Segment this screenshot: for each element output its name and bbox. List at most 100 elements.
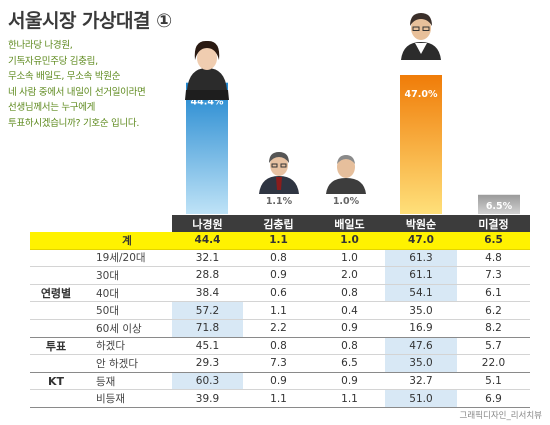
bar-value-label: 44.4% — [191, 97, 224, 108]
question-line: 네 사람 중에서 내일이 선거일이라면 — [8, 86, 146, 98]
table-total-row: 계 44.4 1.1 1.0 47.0 6.5 — [30, 232, 530, 250]
table-cell: 6.2 — [457, 301, 530, 320]
row-group-label: KT — [30, 372, 82, 391]
row-label: 등재 — [82, 372, 172, 391]
table-cell: 60.3 — [172, 372, 243, 391]
table-cell: 7.3 — [457, 266, 530, 285]
table-cell: 6.9 — [457, 389, 530, 408]
row-label: 60세 이상 — [82, 319, 172, 338]
table-cell: 0.6 — [243, 284, 314, 303]
table-cell: 1.0 — [314, 249, 385, 268]
table-cell: 0.8 — [314, 337, 385, 356]
table-cell: 2.0 — [314, 266, 385, 285]
table-header-blank — [30, 215, 82, 232]
question-line: 투표하시겠습니까? 기호순 입니다. — [8, 117, 140, 129]
bar-value-label: 47.0% — [405, 89, 438, 100]
question-line: 선생님께서는 누구에게 — [8, 102, 96, 114]
row-label: 19세/20대 — [82, 249, 172, 268]
chart-title: 서울시장 가상대결 ① — [8, 10, 172, 32]
table-cell: 57.2 — [172, 301, 243, 320]
row-group-label — [30, 319, 82, 338]
row-group-label: 연령별 — [30, 284, 82, 303]
row-label: 30대 — [82, 266, 172, 285]
table-cell: 16.9 — [385, 319, 457, 338]
table-cell: 1.1 — [243, 232, 314, 250]
table-cell: 1.1 — [314, 389, 385, 408]
table-cell: 0.9 — [243, 266, 314, 285]
bar-value-label: 6.5% — [486, 201, 513, 212]
bar-value-label: 1.1% — [266, 196, 293, 207]
table-cell: 47.6 — [385, 337, 457, 356]
candidate-portrait-bae — [326, 155, 366, 194]
credit-text: 그래픽디자인_리서치뷰 — [459, 411, 542, 421]
table-cell: 4.8 — [457, 249, 530, 268]
table-cell: 7.3 — [243, 354, 314, 373]
table-cell: 6.5 — [314, 354, 385, 373]
table-cell: 61.1 — [385, 266, 457, 285]
row-group-label — [30, 389, 82, 408]
table-cell: 2.2 — [243, 319, 314, 338]
col-header: 김충립 — [243, 215, 314, 232]
row-label: 50대 — [82, 301, 172, 320]
table-cell: 44.4 — [172, 232, 243, 250]
candidate-portrait-park — [401, 13, 441, 60]
table-row: KT 등재 60.3 0.9 0.9 32.7 5.1 — [30, 372, 530, 391]
table-header-blank — [82, 215, 172, 232]
table-cell: 8.2 — [457, 319, 530, 338]
table-cell: 61.3 — [385, 249, 457, 268]
table-row: 연령별 40대 38.4 0.6 0.8 54.1 6.1 — [30, 284, 530, 303]
row-group-label — [30, 301, 82, 320]
row-group-label — [30, 266, 82, 285]
table-cell: 0.9 — [314, 372, 385, 391]
row-label: 안 하겠다 — [82, 354, 172, 373]
row-group-label — [30, 232, 82, 250]
table-cell: 45.1 — [172, 337, 243, 356]
table-cell: 1.1 — [243, 389, 314, 408]
table-row: 투표 하겠다 45.1 0.8 0.8 47.6 5.7 — [30, 337, 530, 356]
bar-0 — [186, 82, 228, 214]
col-header: 배일도 — [314, 215, 385, 232]
table-cell: 1.0 — [314, 232, 385, 250]
table-cell: 35.0 — [385, 354, 457, 373]
row-label: 40대 — [82, 284, 172, 303]
results-table: 나경원 김충립 배일도 박원순 미결정 계 44.4 1.1 1.0 47.0 6.5 19… — [30, 215, 530, 408]
table-cell: 71.8 — [172, 319, 243, 338]
table-cell: 0.8 — [243, 249, 314, 268]
table-cell: 39.9 — [172, 389, 243, 408]
row-label: 계 — [82, 232, 172, 250]
table-row: 19세/20대 32.1 0.8 1.0 61.3 4.8 — [30, 249, 530, 268]
table-cell: 0.8 — [243, 337, 314, 356]
table-cell: 47.0 — [385, 232, 457, 250]
candidate-portrait-kim — [259, 152, 299, 194]
table-cell: 54.1 — [385, 284, 457, 303]
table-cell: 5.1 — [457, 372, 530, 391]
bar-4 — [478, 194, 520, 214]
col-header: 미결정 — [457, 215, 530, 232]
row-group-label — [30, 354, 82, 373]
table-cell: 32.1 — [172, 249, 243, 268]
col-header: 박원순 — [385, 215, 457, 232]
table-cell: 51.0 — [385, 389, 457, 408]
question-line: 무소속 배일도, 무소속 박원순 — [8, 71, 121, 83]
table-cell: 6.5 — [457, 232, 530, 250]
table-cell: 0.8 — [314, 284, 385, 303]
question-line: 한나라당 나경원, — [8, 40, 73, 51]
row-group-label: 투표 — [30, 337, 82, 356]
row-label: 비등재 — [82, 389, 172, 408]
table-cell: 32.7 — [385, 372, 457, 391]
bar-chart: 44.4% 1.1% 1.0% 47.0% 6.5% — [185, 13, 520, 214]
col-header: 나경원 — [172, 215, 243, 232]
table-header-row: 나경원 김충립 배일도 박원순 미결정 — [30, 215, 530, 232]
candidate-portrait-na — [185, 40, 229, 100]
table-cell: 1.1 — [243, 301, 314, 320]
table-row: 안 하겠다 29.3 7.3 6.5 35.0 22.0 — [30, 354, 530, 373]
question-line: 기독자유민주당 김충립, — [8, 55, 98, 67]
table-cell: 0.9 — [243, 372, 314, 391]
table-row: 비등재 39.9 1.1 1.1 51.0 6.9 — [30, 389, 530, 408]
table-cell: 0.9 — [314, 319, 385, 338]
bar-3 — [400, 75, 442, 214]
table-row: 60세 이상 71.8 2.2 0.9 16.9 8.2 — [30, 319, 530, 338]
table-row: 30대 28.8 0.9 2.0 61.1 7.3 — [30, 266, 530, 285]
row-group-label — [30, 249, 82, 268]
